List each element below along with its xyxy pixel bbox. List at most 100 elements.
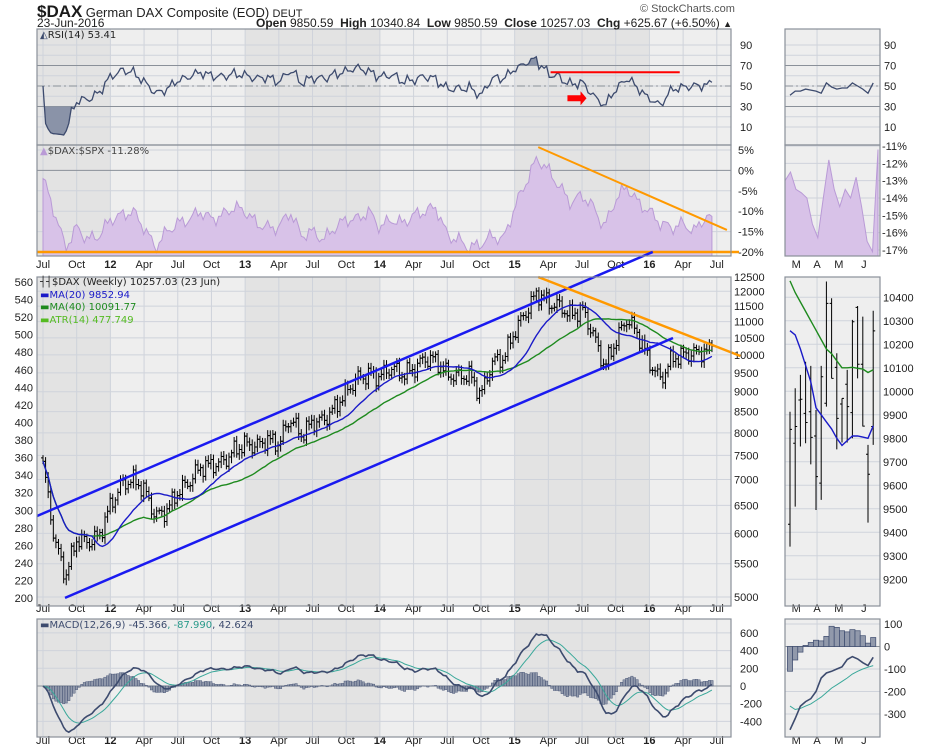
open-label: Open [255, 16, 287, 30]
mini-price-tick-label: 9600 [883, 480, 907, 492]
mini-rsi-tick-label: 10 [884, 122, 896, 134]
macd-histogram-bar [204, 681, 208, 687]
macd-histogram-bar [648, 685, 652, 694]
macd-tick-label: 0 [740, 681, 746, 693]
macd-histogram-bar [258, 685, 262, 687]
atr-tick-label: 380 [15, 435, 33, 447]
macd-histogram-bar [338, 683, 342, 687]
price-tick-label: 8000 [734, 428, 758, 440]
x-axis-label-top: Oct [68, 259, 85, 271]
x-axis-label-middle: Jul [171, 603, 185, 615]
macd-histogram-bar [299, 685, 303, 688]
x-axis-label-bottom: Oct [68, 735, 85, 747]
close-label: Close [504, 16, 537, 30]
mini-macd-histogram-bar [802, 645, 809, 647]
macd-histogram-bar [514, 675, 518, 687]
price-legend: ┤┤$DAX (Weekly) 10257.03 (23 Jun) ▬MA(20… [40, 277, 220, 327]
price-tick-label: 8500 [734, 407, 758, 419]
mini-price-tick-label: 10200 [883, 339, 914, 351]
x-axis-label-middle: 13 [239, 603, 251, 615]
mini-price-bar [798, 374, 803, 447]
mini-macd-tick-label: -200 [884, 687, 906, 699]
price-tick-label: 10000 [734, 350, 765, 362]
mini-rsi-tick-label: 70 [884, 61, 896, 73]
macd-legend-signal: , -87.990 [167, 620, 213, 631]
x-axis-label-middle: Jul [305, 603, 319, 615]
x-axis-label-middle: 15 [509, 603, 521, 615]
macd-histogram-bar [630, 675, 634, 687]
macd-histogram-bar [568, 685, 572, 696]
macd-histogram-bar [137, 680, 140, 687]
macd-histogram-bar [155, 685, 159, 693]
price-trendline-blue [36, 250, 654, 518]
macd-histogram-bar [666, 685, 670, 692]
macd-histogram-bar [199, 680, 202, 687]
panel-ratio-border [36, 144, 732, 257]
price-tick-label: 6000 [734, 528, 758, 540]
macd-histogram-bar [106, 675, 109, 687]
macd-signal-line [42, 639, 713, 724]
macd-histogram-bar [434, 685, 437, 687]
change-label: Chg [596, 16, 621, 30]
macd-histogram-bar [315, 685, 319, 688]
mini-macd-histogram-bar [823, 636, 830, 647]
price-tick-label: 12000 [734, 286, 765, 298]
macd-histogram-bar [408, 685, 412, 690]
symbol: $DAX [37, 2, 83, 21]
macd-histogram-bar [276, 685, 280, 690]
macd-histogram-bar [609, 685, 613, 699]
macd-histogram-bar [64, 685, 68, 704]
macd-histogram-bar [527, 674, 530, 687]
x-axis-label-middle: Oct [607, 603, 624, 615]
copyright[interactable]: © StockCharts.com [640, 3, 735, 15]
mini-macd-histogram-bar [849, 629, 856, 647]
macd-histogram-bar [341, 683, 345, 687]
macd-histogram-bar [336, 683, 339, 687]
price-tick-label: 5000 [734, 592, 758, 604]
macd-histogram-bar [193, 680, 197, 687]
low-value: 9850.59 [454, 16, 498, 30]
macd-histogram-bar [354, 680, 357, 687]
x-axis-label-top: Oct [338, 259, 355, 271]
x-axis-label-bottom: Apr [136, 735, 153, 747]
x-axis-label-top: Apr [675, 259, 692, 271]
macd-histogram-bar [687, 680, 691, 687]
high-label: High [340, 16, 367, 30]
atr-tick-label: 200 [15, 593, 33, 605]
macd-histogram-bar [253, 685, 257, 688]
macd-histogram-bar [573, 685, 577, 697]
mini-price-bar [866, 444, 870, 523]
atr-tick-label: 300 [15, 505, 33, 517]
x-axis-label-bottom: Apr [405, 735, 422, 747]
macd-histogram-bar [361, 681, 365, 687]
macd-histogram-bar [150, 685, 153, 691]
macd-histogram-bar [684, 678, 688, 687]
macd-histogram-bar [346, 680, 350, 687]
macd-histogram-bar [305, 685, 308, 688]
macd-histogram-bar [255, 685, 259, 687]
mini-ratio-tick-label: -16% [882, 228, 908, 240]
x-axis-label-middle: Apr [405, 603, 422, 615]
ohlc-bars-icon: ┤┤ [40, 277, 53, 288]
atr-tick-label: 460 [15, 365, 33, 377]
macd-histogram-bar [542, 679, 546, 687]
macd-histogram-bar [534, 672, 538, 687]
macd-histogram-bar [206, 681, 210, 687]
x-axis-label-top: 13 [239, 259, 251, 271]
mini-panel-macd-border [784, 618, 881, 738]
price-tick-label: 11000 [734, 317, 764, 329]
macd-histogram-bar [645, 685, 649, 690]
mini-price-bar [850, 319, 855, 439]
macd-histogram-bar [261, 685, 264, 688]
macd-histogram-bar [547, 685, 551, 687]
ratio-tick-label: 0% [738, 165, 754, 177]
x-axis-label-middle: Apr [675, 603, 692, 615]
mini-x-axis-label-top: A [813, 259, 821, 271]
macd-histogram-bar [447, 685, 450, 692]
mini-macd-histogram-bar [797, 646, 804, 653]
macd-histogram-bar [286, 684, 290, 687]
x-axis-label-middle: Apr [136, 603, 153, 615]
low-label: Low [426, 16, 451, 30]
mini-macd-tick-label: 0 [884, 642, 890, 654]
